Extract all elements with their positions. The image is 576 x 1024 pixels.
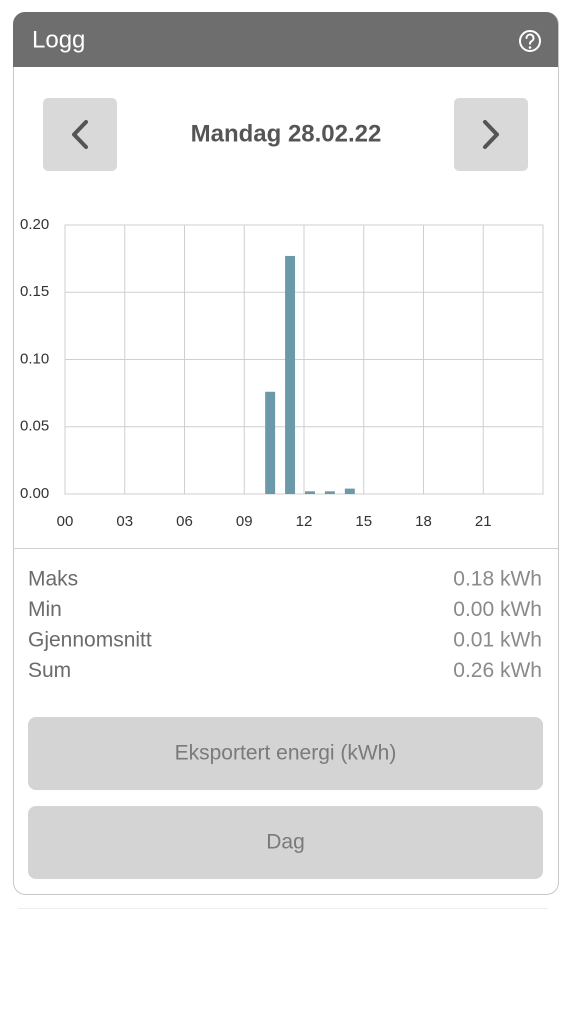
stat-label: Gjennomsnitt	[28, 629, 152, 652]
energy-button[interactable]: Eksportert energi (kWh)	[28, 717, 543, 790]
stat-label: Min	[28, 598, 62, 621]
button-label[interactable]: Dag	[266, 831, 305, 854]
prev-button[interactable]	[43, 98, 117, 171]
y-tick-label: 0.10	[20, 350, 49, 367]
stat-value: 0.00 kWh	[453, 598, 542, 621]
next-button[interactable]	[454, 98, 528, 171]
x-tick-label: 12	[296, 513, 313, 530]
y-tick-label: 0.00	[20, 485, 49, 502]
date-label: Mandag 28.02.22	[191, 120, 382, 147]
stats: Maks 0.18 kWh Min 0.00 kWh Gjennomsnitt 0.01 …	[28, 568, 542, 683]
header-title: Logg	[32, 26, 85, 53]
bar	[344, 488, 355, 494]
bar	[304, 491, 315, 494]
chart: 0.00 0.05 0.10 0.15 0.20 00 03 06 09 12 15 18 21	[20, 216, 544, 530]
header-bar	[13, 12, 558, 67]
stat-label: Sum	[28, 659, 71, 682]
button-label[interactable]: Eksportert energi (kWh)	[175, 742, 397, 765]
stat-value: 0.01 kWh	[453, 629, 542, 652]
x-tick-label: 06	[176, 513, 193, 530]
bar	[324, 491, 335, 494]
x-tick-label: 03	[116, 513, 133, 530]
y-tick-label: 0.20	[20, 216, 49, 233]
x-tick-label: 09	[236, 513, 253, 530]
x-tick-label: 15	[355, 513, 372, 530]
bar	[265, 391, 276, 494]
period-button[interactable]: Dag	[28, 806, 543, 879]
bar	[285, 255, 296, 494]
stat-value: 0.18 kWh	[453, 568, 542, 591]
y-tick-label: 0.05	[20, 418, 49, 435]
stat-label: Maks	[28, 568, 78, 591]
stat-value: 0.26 kWh	[453, 659, 542, 682]
y-tick-label: 0.15	[20, 283, 49, 300]
x-tick-label: 18	[415, 513, 432, 530]
help-icon[interactable]	[519, 30, 541, 52]
x-tick-label: 00	[57, 513, 74, 530]
x-tick-label: 21	[475, 513, 492, 530]
